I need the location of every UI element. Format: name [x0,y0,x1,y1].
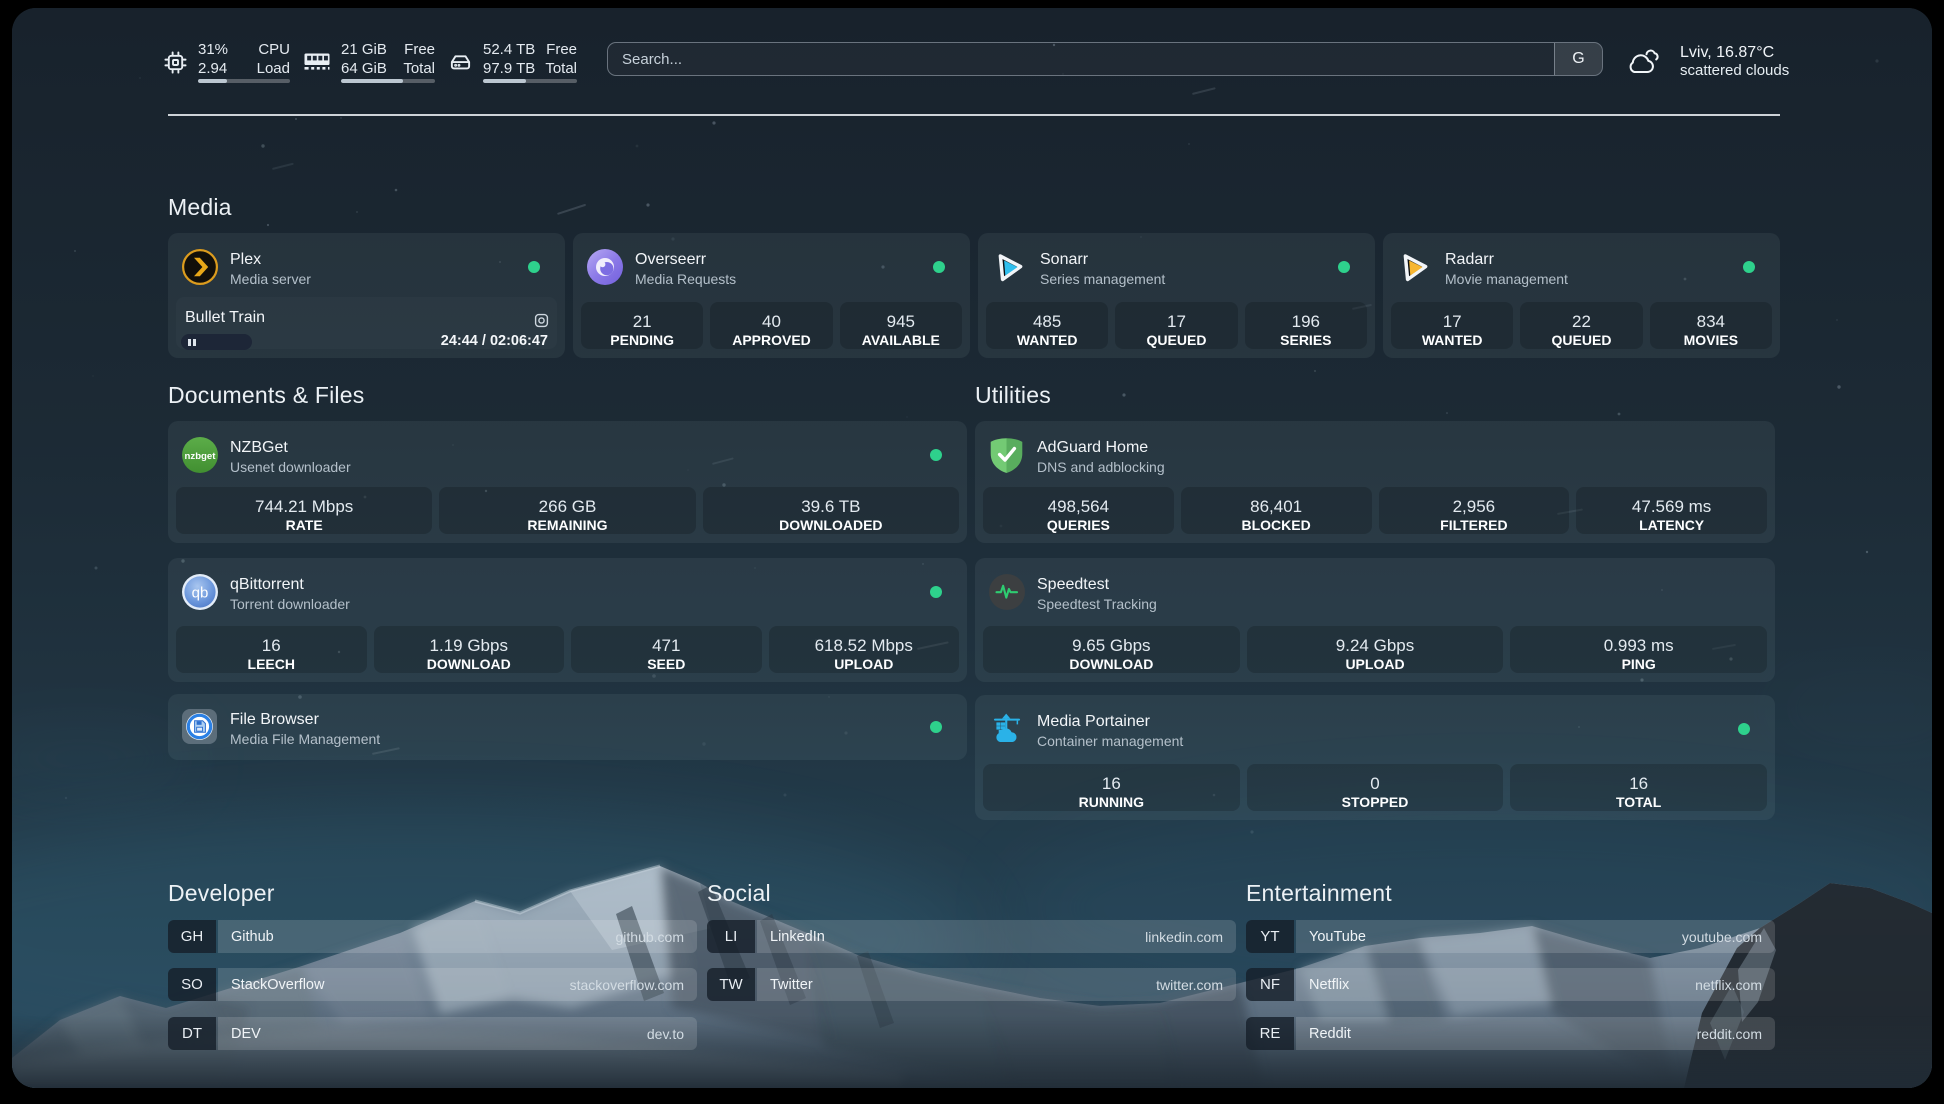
svg-text:nzbget: nzbget [185,451,217,462]
svg-text:qb: qb [192,584,209,601]
